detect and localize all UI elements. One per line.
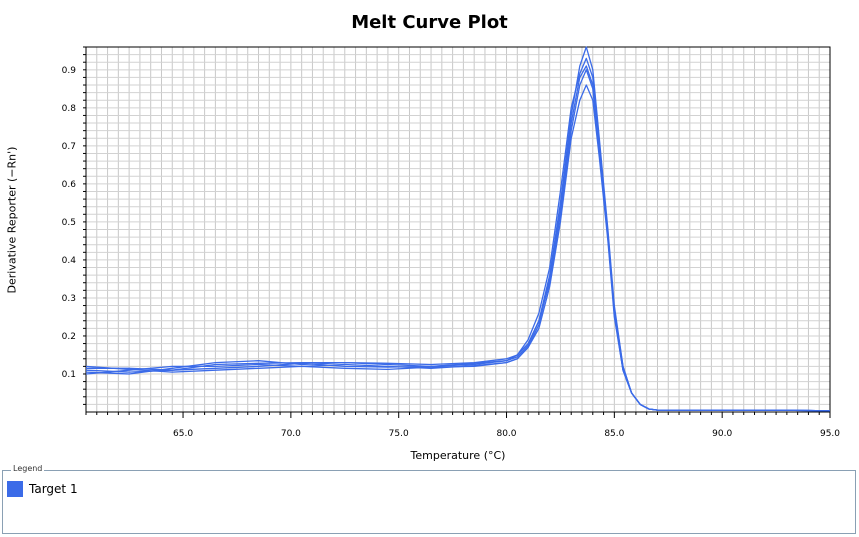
grid [85,46,831,412]
legend-item-target-1[interactable]: Target 1 [7,481,78,497]
series-line [85,84,831,412]
y-tick-label: 0.3 [62,294,76,304]
x-tick-label: 75.0 [389,429,409,439]
series-line [85,46,831,412]
x-tick-label: 90.0 [712,429,732,439]
y-tick-label: 0.1 [62,370,76,380]
y-tick-label: 0.9 [62,66,77,76]
axis-ticks: 65.0 70.0 75.0 80.0 85.0 90.0 95.0 0.1 0.2 0.3 0.4… [62,46,840,439]
y-tick-label: 0.8 [62,104,77,114]
legend-label: Target 1 [29,482,78,496]
series-line [86,69,831,412]
y-tick-label: 0.7 [62,142,76,152]
melt-curve-plot: 65.0 70.0 75.0 80.0 85.0 90.0 95.0 0.1 0.2 0.3 0.4… [62,46,840,439]
legend-panel: Legend Target 1 [2,464,856,534]
x-tick-label: 70.0 [281,429,301,439]
legend-title: Legend [11,464,45,473]
series-line [85,57,831,412]
chart-title: Melt Curve Plot [351,12,508,33]
x-axis-label: Temperature (°C) [410,449,506,462]
y-tick-label: 0.5 [62,218,76,228]
y-tick-label: 0.2 [62,332,76,342]
series-lines [85,46,831,412]
legend-swatch [7,481,23,497]
y-tick-label: 0.6 [62,180,77,190]
x-tick-label: 85.0 [604,429,624,439]
y-tick-label: 0.4 [62,256,77,266]
x-tick-label: 65.0 [173,429,193,439]
x-tick-label: 95.0 [820,429,840,439]
x-tick-label: 80.0 [496,429,516,439]
